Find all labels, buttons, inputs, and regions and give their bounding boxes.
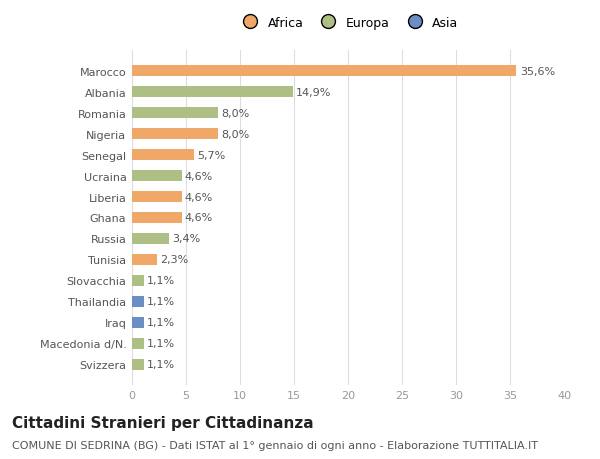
Text: 14,9%: 14,9% xyxy=(296,87,332,97)
Text: 4,6%: 4,6% xyxy=(185,192,213,202)
Text: 1,1%: 1,1% xyxy=(147,318,175,328)
Text: Cittadini Stranieri per Cittadinanza: Cittadini Stranieri per Cittadinanza xyxy=(12,415,314,431)
Bar xyxy=(132,107,218,119)
Text: 8,0%: 8,0% xyxy=(221,108,250,118)
Bar xyxy=(132,338,144,349)
Bar xyxy=(132,359,144,370)
Text: 4,6%: 4,6% xyxy=(185,171,213,181)
Text: 8,0%: 8,0% xyxy=(221,129,250,139)
Bar xyxy=(132,150,194,161)
Bar xyxy=(132,254,157,266)
Text: COMUNE DI SEDRINA (BG) - Dati ISTAT al 1° gennaio di ogni anno - Elaborazione TU: COMUNE DI SEDRINA (BG) - Dati ISTAT al 1… xyxy=(12,440,538,450)
Bar xyxy=(132,275,144,286)
Text: 1,1%: 1,1% xyxy=(147,339,175,349)
Bar xyxy=(132,212,182,224)
Text: 5,7%: 5,7% xyxy=(197,150,225,160)
Bar xyxy=(132,87,293,98)
Text: 2,3%: 2,3% xyxy=(160,255,188,265)
Text: 4,6%: 4,6% xyxy=(185,213,213,223)
Bar xyxy=(132,317,144,329)
Text: 3,4%: 3,4% xyxy=(172,234,200,244)
Bar xyxy=(132,170,182,182)
Bar xyxy=(132,129,218,140)
Bar xyxy=(132,66,517,77)
Bar xyxy=(132,296,144,308)
Text: 1,1%: 1,1% xyxy=(147,297,175,307)
Bar xyxy=(132,233,169,245)
Text: 35,6%: 35,6% xyxy=(520,67,555,77)
Text: 1,1%: 1,1% xyxy=(147,276,175,286)
Legend: Africa, Europa, Asia: Africa, Europa, Asia xyxy=(238,17,458,29)
Bar xyxy=(132,191,182,203)
Text: 1,1%: 1,1% xyxy=(147,359,175,369)
